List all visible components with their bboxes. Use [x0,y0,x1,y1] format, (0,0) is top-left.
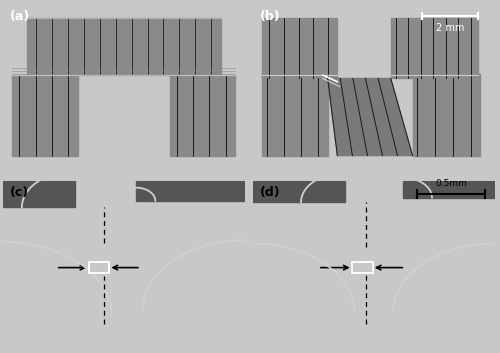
Bar [136,181,245,201]
Bar [352,262,372,273]
Polygon shape [328,78,412,156]
Bar [27,18,221,75]
Text: (a): (a) [10,10,30,23]
Text: 2 mm: 2 mm [436,23,464,32]
Text: (b): (b) [260,10,280,23]
Text: (d): (d) [260,186,280,199]
Bar [412,73,480,156]
Bar [88,262,109,273]
Bar [2,181,75,207]
Bar [262,18,338,78]
Bar [170,75,235,156]
Bar [262,73,328,156]
Text: (c): (c) [10,186,29,199]
Bar [252,181,344,202]
Bar [12,75,78,156]
Bar [403,181,495,198]
Bar [390,18,478,78]
Text: 0.5mm: 0.5mm [436,179,468,188]
